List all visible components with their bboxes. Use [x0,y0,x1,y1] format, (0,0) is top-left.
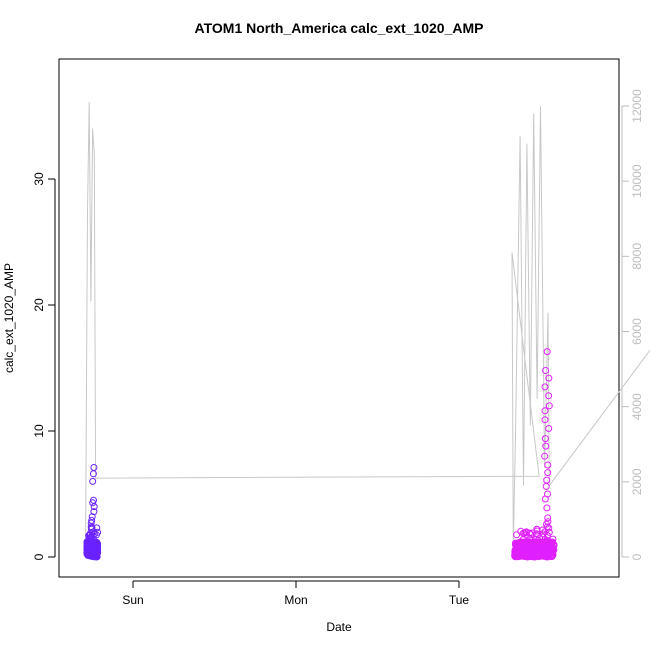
y-right-tick-label: 12000 [630,89,644,123]
data-point [518,538,525,546]
data-point [544,461,552,469]
data-point [540,545,548,553]
data-point [532,542,540,550]
data-point [544,514,552,522]
data-point [541,435,549,443]
data-point [542,442,550,450]
data-point [531,541,539,548]
data-point [533,552,541,560]
data-point [522,528,530,536]
data-point [545,528,553,536]
x-axis: Sun Mon Tue [122,580,470,607]
data-point [89,499,97,507]
y-left-tick-label: 20 [32,298,46,312]
x-tick-label: Tue [449,593,470,607]
data-point [543,504,551,512]
data-point [545,374,553,382]
data-point [545,402,553,410]
x-tick-label: Mon [284,593,307,607]
data-point [84,546,92,554]
plot-box [58,58,620,578]
data-point [541,383,549,391]
y-left-tick-label: 0 [32,553,46,560]
line-series-path [85,102,650,558]
data-point [541,541,548,549]
data-point [544,518,552,526]
right-axis-line-series [85,102,650,558]
data-point [541,452,549,460]
data-point [542,482,550,490]
data-point [89,470,97,478]
data-point [539,533,547,541]
y-right-tick-label: 6000 [630,318,644,345]
y-right-tick-label: 2000 [630,468,644,495]
data-point [516,548,524,556]
data-point [89,477,97,485]
data-point [545,425,553,432]
data-point [541,495,549,503]
y-left-tick-label: 30 [32,172,46,186]
data-point [542,367,550,374]
data-point [541,416,549,424]
data-point [545,392,553,400]
y-right-tick-label: 8000 [630,243,644,270]
y-axis-label: calc_ext_1020_AMP [2,263,16,373]
y-left-tick-label: 10 [32,424,46,438]
y-axis-left: 0 10 20 30 [32,172,56,560]
chart-title: ATOM1 North_America calc_ext_1020_AMP [195,20,484,36]
scatter-points [83,348,558,561]
data-point [546,549,554,557]
data-point [89,535,97,543]
data-point [513,531,521,539]
data-point [533,525,541,533]
x-axis-label: Date [326,620,352,634]
data-point [90,503,98,511]
data-point [544,542,552,550]
y-right-tick-label: 4000 [630,393,644,420]
data-point [544,469,552,477]
y-axis-right: 0 2000 4000 6000 8000 10000 12000 [621,89,644,560]
data-point [532,536,540,544]
y-right-tick-label: 0 [630,553,644,560]
data-point [529,543,537,550]
data-point [543,348,551,356]
x-tick-label: Sun [122,593,143,607]
data-point [541,535,549,543]
data-point [88,532,96,540]
y-right-tick-label: 10000 [630,164,644,198]
data-point [90,528,98,536]
data-point [541,407,549,415]
